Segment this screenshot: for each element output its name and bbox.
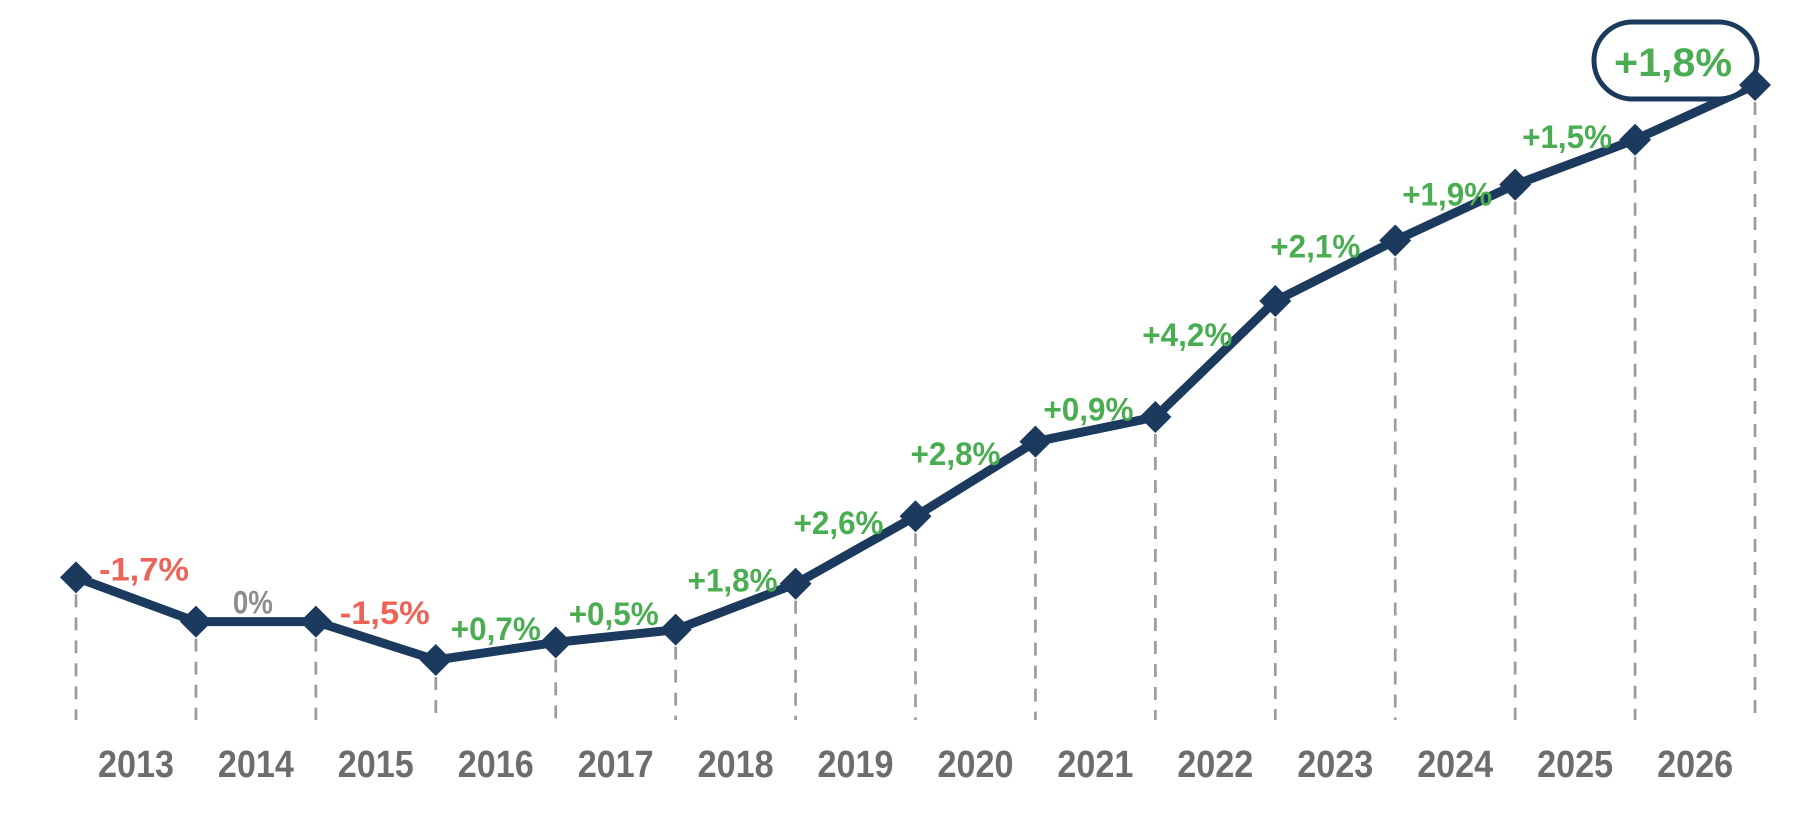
data-point-marker <box>899 500 932 533</box>
change-label: +2,6% <box>794 505 884 541</box>
year-label: 2020 <box>938 744 1014 786</box>
year-label: 2021 <box>1057 744 1133 786</box>
change-label: -1,7% <box>99 552 189 588</box>
change-label: +4,2% <box>1142 317 1232 353</box>
change-label: -1,5% <box>340 595 430 631</box>
change-label: +0,7% <box>451 611 541 647</box>
year-label: 2013 <box>98 744 174 786</box>
data-point-marker <box>1379 224 1412 257</box>
change-label: +2,1% <box>1270 229 1360 265</box>
data-point-marker <box>60 561 92 594</box>
year-label: 2023 <box>1297 744 1373 786</box>
change-label: +1,5% <box>1522 119 1612 155</box>
data-point-marker <box>1499 168 1532 201</box>
data-point-marker <box>1619 123 1652 156</box>
change-label: +1,8% <box>688 563 778 599</box>
data-point-marker <box>1739 69 1772 101</box>
data-point-marker <box>419 644 452 676</box>
data-point-marker <box>179 605 212 638</box>
change-label: 0% <box>233 585 273 621</box>
change-label: +2,8% <box>911 436 1001 472</box>
data-point-marker <box>1259 284 1292 317</box>
dashed-gridlines <box>74 102 1757 720</box>
year-label: 2019 <box>818 744 894 786</box>
year-label: 2026 <box>1657 744 1733 786</box>
data-points <box>60 69 1772 676</box>
year-label: 2022 <box>1177 744 1253 786</box>
year-label: 2017 <box>578 744 654 786</box>
change-label: +0,9% <box>1043 391 1133 427</box>
change-label: +1,9% <box>1402 177 1492 213</box>
year-labels: 2013 2014 2015 2016 2017 2018 2019 2020 2021 2022… <box>98 744 1733 786</box>
data-point-marker <box>659 613 692 646</box>
data-point-marker <box>1139 401 1172 434</box>
year-label: 2016 <box>458 744 534 786</box>
year-label: 2015 <box>338 744 414 786</box>
year-label: 2014 <box>218 744 294 786</box>
year-label: 2018 <box>698 744 774 786</box>
change-labels: -1,7% 0% -1,5% +0,7% +0,5% +1,8% +2,6% +2,8% +0,… <box>99 41 1732 647</box>
data-point-marker <box>1019 425 1052 458</box>
year-label: 2024 <box>1417 744 1493 786</box>
data-point-marker <box>539 626 572 659</box>
data-point-marker <box>779 567 812 600</box>
year-label: 2025 <box>1537 744 1613 786</box>
change-label: +0,5% <box>569 596 659 632</box>
data-point-marker <box>299 605 332 638</box>
final-value-badge-label: +1,8% <box>1614 41 1732 85</box>
trend-line <box>71 80 1760 665</box>
final-value-badge <box>1591 19 1760 102</box>
